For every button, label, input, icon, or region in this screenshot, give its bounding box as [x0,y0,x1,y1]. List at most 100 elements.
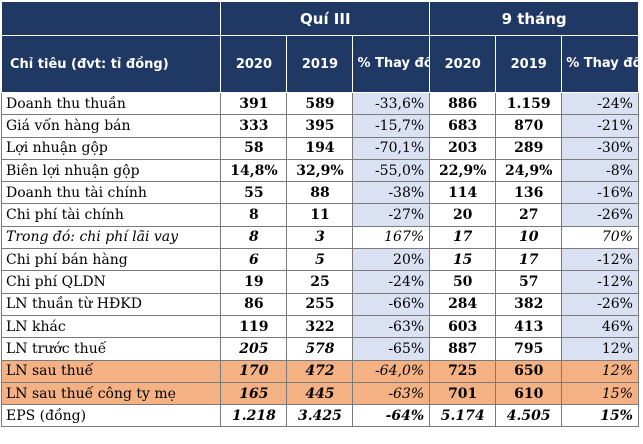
cell-9m-change: -12% [561,270,639,294]
column-header-9m-2020: 2020 [429,35,497,93]
cell-9m-change: -30% [561,136,639,160]
table-row: LN sau thuế 170 472 -64,0% 725 650 12% [0,359,639,383]
table-row: Chi phí bán hàng 6 5 20% 15 17 -12% [0,248,639,272]
cell-q3-change: -24% [352,270,431,294]
table-row: Trong đó: chi phí lãi vay 8 3 167% 17 10 70% [0,225,639,250]
cell-9m-2019: 136 [495,181,563,205]
table-row: LN sau thuế công ty mẹ 165 445 -63% 701 610 15… [0,381,639,406]
cell-q3-change: -55,0% [352,158,431,183]
row-label: LN khác [0,314,222,339]
header-spacer [0,1,222,36]
row-label: LN sau thuế [0,359,222,383]
cell-q3-2020: 333 [220,114,288,138]
column-header-q3-change: % Thay đổi [352,35,431,93]
row-label: Chi phí bán hàng [0,248,222,272]
cell-9m-change: 15% [561,404,639,428]
cell-9m-2020: 50 [429,270,497,294]
cell-q3-change: -63% [352,381,431,406]
cell-q3-2019: 395 [286,114,354,138]
table-body: Doanh thu thuần 391 589 -33,6% 886 1.159 -24% G… [0,91,639,428]
cell-q3-change: -64% [352,404,431,428]
cell-9m-2020: 683 [429,114,497,138]
cell-9m-2019: 17 [495,248,563,272]
cell-9m-2019: 57 [495,270,563,294]
cell-q3-2020: 6 [220,248,288,272]
cell-q3-change: -27% [352,203,431,227]
row-label: Chi phí QLDN [0,270,222,294]
cell-q3-2019: 589 [286,91,354,116]
cell-9m-2019: 1.159 [495,91,563,116]
cell-q3-change: -38% [352,181,431,205]
cell-9m-change: 15% [561,381,639,406]
cell-9m-change: -12% [561,248,639,272]
table-row: Biên lợi nhuận gộp 14,8% 32,9% -55,0% 22,9% 2… [0,158,639,183]
column-header-9m-2019: 2019 [495,35,563,93]
column-header-9m-change: % Thay đổi [561,35,639,93]
cell-9m-2019: 24,9% [495,158,563,183]
cell-q3-change: -64,0% [352,359,431,383]
table-row: Chi phí QLDN 19 25 -24% 50 57 -12% [0,270,639,294]
table-row: Lợi nhuận gộp 58 194 -70,1% 203 289 -30% [0,136,639,160]
table-row: Chi phí tài chính 8 11 -27% 20 27 -26% [0,203,639,227]
cell-q3-2020: 86 [220,292,288,316]
cell-9m-2019: 610 [495,381,563,406]
row-label: Chi phí tài chính [0,203,222,227]
table-row: Doanh thu thuần 391 589 -33,6% 886 1.159 -24% [0,91,639,116]
cell-9m-2019: 413 [495,314,563,339]
table-row: LN khác 119 322 -63% 603 413 46% [0,314,639,339]
cell-9m-2020: 886 [429,91,497,116]
cell-9m-2020: 725 [429,359,497,383]
cell-q3-2020: 391 [220,91,288,116]
cell-q3-2020: 14,8% [220,158,288,183]
cell-9m-change: -21% [561,114,639,138]
cell-q3-2020: 8 [220,225,288,250]
cell-q3-2020: 205 [220,337,288,361]
cell-9m-change: 12% [561,337,639,361]
cell-9m-2019: 795 [495,337,563,361]
row-label: LN thuần từ HĐKD [0,292,222,316]
cell-q3-change: 167% [352,225,431,250]
cell-q3-2019: 25 [286,270,354,294]
cell-q3-2020: 55 [220,181,288,205]
cell-9m-change: -26% [561,203,639,227]
cell-q3-2020: 119 [220,314,288,339]
cell-9m-2020: 17 [429,225,497,250]
group-header-q3: Quí III [220,1,431,36]
cell-q3-change: 20% [352,248,431,272]
cell-9m-2020: 15 [429,248,497,272]
cell-q3-2019: 194 [286,136,354,160]
cell-q3-change: -63% [352,314,431,339]
cell-q3-2020: 170 [220,359,288,383]
cell-9m-2020: 887 [429,337,497,361]
cell-9m-2019: 10 [495,225,563,250]
cell-9m-change: 12% [561,359,639,383]
cell-9m-change: -8% [561,158,639,183]
cell-q3-2020: 1.218 [220,404,288,428]
cell-9m-change: 70% [561,225,639,250]
table-row: Doanh thu tài chính 55 88 -38% 114 136 -16% [0,181,639,205]
cell-q3-2019: 472 [286,359,354,383]
cell-q3-2019: 445 [286,381,354,406]
row-label: Doanh thu thuần [0,91,222,116]
cell-q3-2019: 578 [286,337,354,361]
row-label: Doanh thu tài chính [0,181,222,205]
cell-9m-2019: 27 [495,203,563,227]
column-header-q3-2020: 2020 [220,35,288,93]
financial-results-table: Quí III 9 tháng Chỉ tiêu (đvt: tỉ đồng) … [0,1,639,428]
cell-9m-2019: 650 [495,359,563,383]
cell-q3-2020: 19 [220,270,288,294]
cell-9m-change: 46% [561,314,639,339]
cell-9m-2020: 203 [429,136,497,160]
row-label: EPS (đồng) [0,404,222,428]
cell-q3-2019: 3.425 [286,404,354,428]
cell-q3-2019: 3 [286,225,354,250]
cell-9m-2019: 289 [495,136,563,160]
group-header-9-months: 9 tháng [429,1,639,36]
cell-9m-2020: 701 [429,381,497,406]
cell-q3-change: -15,7% [352,114,431,138]
cell-9m-2020: 22,9% [429,158,497,183]
cell-q3-2020: 8 [220,203,288,227]
cell-q3-2019: 5 [286,248,354,272]
cell-9m-2020: 284 [429,292,497,316]
table-row: EPS (đồng) 1.218 3.425 -64% 5.174 4.505 15% [0,404,639,428]
